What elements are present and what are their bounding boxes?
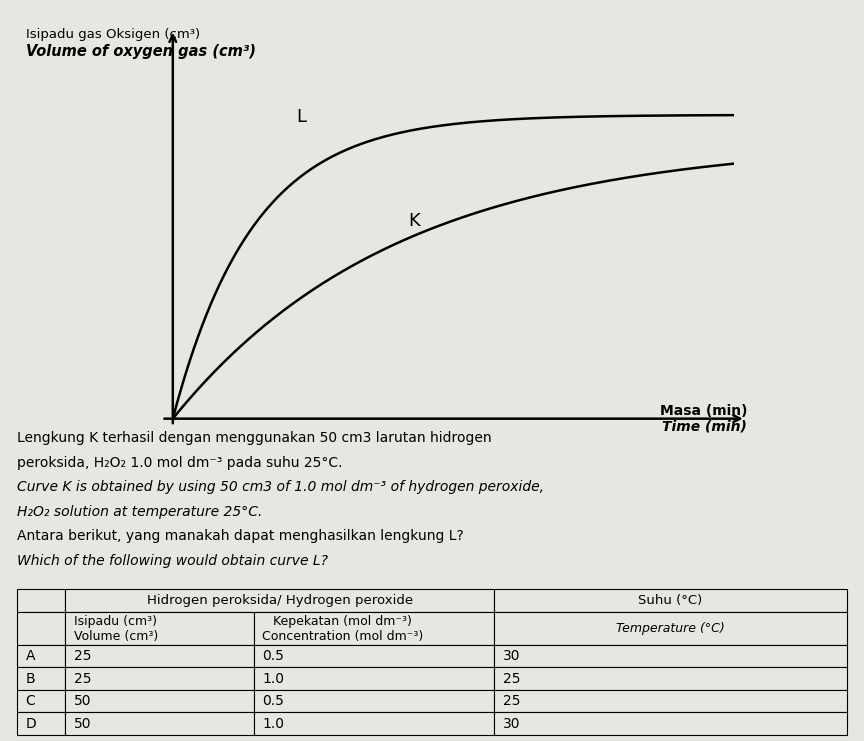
Bar <box>254 667 494 690</box>
Bar <box>17 712 66 735</box>
Text: H₂O₂ solution at temperature 25°C.: H₂O₂ solution at temperature 25°C. <box>17 505 263 519</box>
Text: Which of the following would obtain curve L?: Which of the following would obtain curv… <box>17 554 328 568</box>
Bar <box>254 645 494 667</box>
Bar <box>494 589 847 613</box>
Bar <box>66 645 254 667</box>
Bar <box>494 712 847 735</box>
Text: C: C <box>26 694 35 708</box>
Text: Time (min): Time (min) <box>663 419 747 433</box>
Text: Isipadu (cm³)
Volume (cm³): Isipadu (cm³) Volume (cm³) <box>73 614 158 642</box>
Bar <box>494 613 847 645</box>
Text: 30: 30 <box>503 649 520 663</box>
Text: 25: 25 <box>73 649 92 663</box>
Bar <box>254 613 494 645</box>
Text: D: D <box>26 717 36 731</box>
Bar <box>66 667 254 690</box>
Text: Hidrogen peroksida/ Hydrogen peroxide: Hidrogen peroksida/ Hydrogen peroxide <box>147 594 413 608</box>
Text: Lengkung K terhasil dengan menggunakan 50 cm3 larutan hidrogen: Lengkung K terhasil dengan menggunakan 5… <box>17 431 492 445</box>
Text: Isipadu gas Oksigen (cm³): Isipadu gas Oksigen (cm³) <box>26 28 200 41</box>
Text: Kepekatan (mol dm⁻³)
Concentration (mol dm⁻³): Kepekatan (mol dm⁻³) Concentration (mol … <box>262 614 423 642</box>
Text: K: K <box>409 212 421 230</box>
Text: 1.0: 1.0 <box>262 671 284 685</box>
Bar <box>254 690 494 712</box>
Text: 50: 50 <box>73 694 92 708</box>
Text: 30: 30 <box>503 717 520 731</box>
Text: 25: 25 <box>503 694 520 708</box>
Bar <box>17 613 66 645</box>
Text: Temperature (°C): Temperature (°C) <box>616 622 725 635</box>
Text: L: L <box>296 108 307 126</box>
Text: Masa (min): Masa (min) <box>660 405 747 418</box>
Bar <box>66 589 494 613</box>
Bar <box>66 712 254 735</box>
Bar <box>17 589 66 613</box>
Bar <box>17 667 66 690</box>
Bar <box>494 667 847 690</box>
Bar <box>17 690 66 712</box>
Text: Volume of oxygen gas (cm³): Volume of oxygen gas (cm³) <box>26 44 256 59</box>
Text: 0.5: 0.5 <box>262 694 284 708</box>
Text: 25: 25 <box>73 671 92 685</box>
Text: 25: 25 <box>503 671 520 685</box>
Text: A: A <box>26 649 35 663</box>
Text: 50: 50 <box>73 717 92 731</box>
Bar <box>17 645 66 667</box>
Bar <box>254 712 494 735</box>
Text: Curve K is obtained by using 50 cm3 of 1.0 mol dm⁻³ of hydrogen peroxide,: Curve K is obtained by using 50 cm3 of 1… <box>17 480 544 494</box>
Bar <box>494 690 847 712</box>
Text: Suhu (°C): Suhu (°C) <box>638 594 702 608</box>
Bar <box>66 690 254 712</box>
Bar <box>494 645 847 667</box>
Text: Antara berikut, yang manakah dapat menghasilkan lengkung L?: Antara berikut, yang manakah dapat mengh… <box>17 529 464 543</box>
Text: peroksida, H₂O₂ 1.0 mol dm⁻³ pada suhu 25°C.: peroksida, H₂O₂ 1.0 mol dm⁻³ pada suhu 2… <box>17 456 343 470</box>
Bar <box>66 613 254 645</box>
Text: B: B <box>26 671 35 685</box>
Text: 1.0: 1.0 <box>262 717 284 731</box>
Text: 0.5: 0.5 <box>262 649 284 663</box>
